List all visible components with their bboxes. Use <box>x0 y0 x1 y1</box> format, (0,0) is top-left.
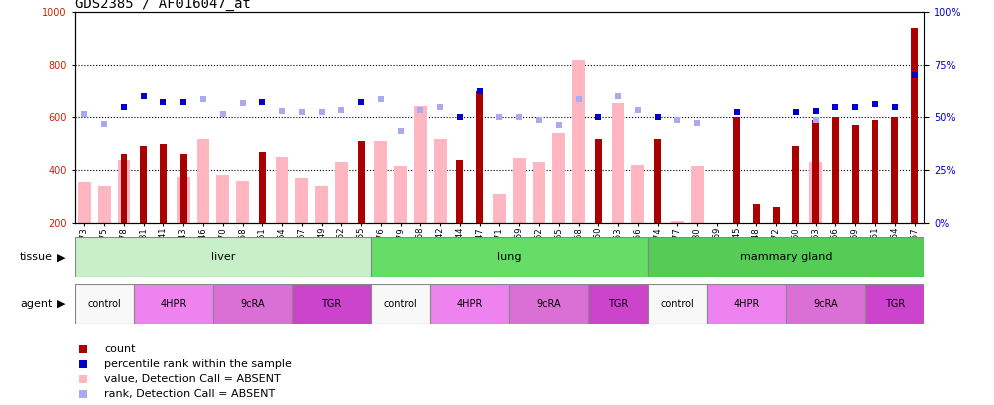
Bar <box>433 139 446 223</box>
Text: control: control <box>87 299 121 309</box>
Bar <box>78 182 90 223</box>
Bar <box>865 284 924 324</box>
Bar <box>120 154 127 223</box>
Bar <box>594 139 601 223</box>
Bar <box>648 237 924 277</box>
Bar <box>97 186 110 223</box>
Bar <box>414 106 426 223</box>
Bar <box>258 151 265 223</box>
Text: TGR: TGR <box>608 299 628 309</box>
Bar <box>456 160 463 223</box>
Bar <box>513 158 526 223</box>
Text: GDS2385 / AF016047_at: GDS2385 / AF016047_at <box>75 0 250 11</box>
Bar <box>315 186 328 223</box>
Bar <box>117 160 130 223</box>
Bar <box>197 139 210 223</box>
Text: control: control <box>384 299 417 309</box>
Bar <box>430 284 509 324</box>
Bar <box>809 162 822 223</box>
Bar <box>371 237 648 277</box>
Bar <box>553 133 566 223</box>
Bar <box>295 178 308 223</box>
Bar <box>335 162 348 223</box>
Bar <box>573 60 584 223</box>
Bar <box>509 284 588 324</box>
Bar <box>160 144 167 223</box>
Bar <box>611 103 624 223</box>
Bar <box>358 141 365 223</box>
Bar <box>832 117 839 223</box>
Bar <box>134 284 213 324</box>
Bar <box>671 222 684 223</box>
Bar <box>631 165 644 223</box>
Text: mammary gland: mammary gland <box>740 252 832 262</box>
Text: liver: liver <box>211 252 235 262</box>
Bar <box>237 181 248 223</box>
Bar <box>140 146 147 223</box>
Bar <box>371 284 430 324</box>
Text: control: control <box>660 299 694 309</box>
Bar <box>753 204 759 223</box>
Bar <box>75 284 134 324</box>
Text: 9cRA: 9cRA <box>813 299 838 309</box>
Bar <box>493 194 506 223</box>
Bar <box>707 284 786 324</box>
Bar <box>375 141 388 223</box>
Bar <box>911 28 918 223</box>
Bar <box>75 237 371 277</box>
Text: ▶: ▶ <box>57 252 66 262</box>
Bar <box>588 284 648 324</box>
Bar <box>812 120 819 223</box>
Bar <box>654 139 661 223</box>
Text: 9cRA: 9cRA <box>537 299 562 309</box>
Bar <box>213 284 292 324</box>
Bar <box>217 175 230 223</box>
Bar <box>734 117 741 223</box>
Text: rank, Detection Call = ABSENT: rank, Detection Call = ABSENT <box>104 389 275 399</box>
Text: 4HPR: 4HPR <box>456 299 483 309</box>
Bar <box>892 117 899 223</box>
Bar <box>180 154 187 223</box>
Bar <box>691 166 704 223</box>
Text: value, Detection Call = ABSENT: value, Detection Call = ABSENT <box>104 374 281 384</box>
Text: percentile rank within the sample: percentile rank within the sample <box>104 359 292 369</box>
Bar <box>533 162 546 223</box>
Bar <box>292 284 371 324</box>
Text: 9cRA: 9cRA <box>241 299 264 309</box>
Bar <box>852 125 859 223</box>
Bar <box>476 91 483 223</box>
Text: tissue: tissue <box>20 252 53 262</box>
Text: agent: agent <box>20 299 53 309</box>
Bar <box>275 157 288 223</box>
Text: 4HPR: 4HPR <box>160 299 187 309</box>
Bar <box>792 146 799 223</box>
Bar <box>786 284 865 324</box>
Text: count: count <box>104 343 136 354</box>
Bar <box>772 207 779 223</box>
Text: TGR: TGR <box>321 299 342 309</box>
Text: ▶: ▶ <box>57 299 66 309</box>
Bar <box>177 177 190 223</box>
Text: lung: lung <box>497 252 522 262</box>
Text: 4HPR: 4HPR <box>734 299 759 309</box>
Bar <box>648 284 707 324</box>
Bar <box>872 120 879 223</box>
Text: TGR: TGR <box>885 299 905 309</box>
Bar <box>395 166 408 223</box>
